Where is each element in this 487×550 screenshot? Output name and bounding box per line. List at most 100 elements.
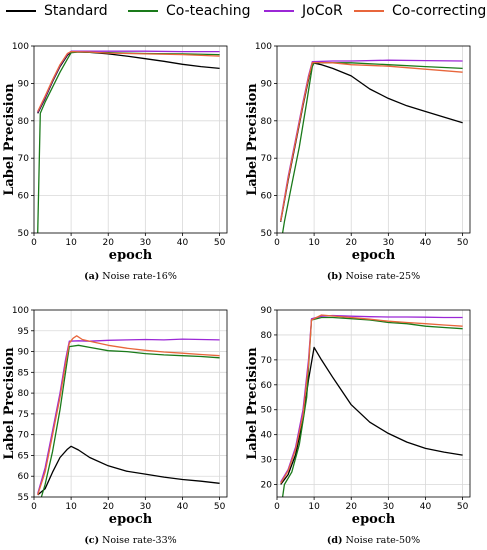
panel-caption: (c) Noise rate-33% — [84, 535, 176, 546]
y-tick-label: 80 — [261, 117, 273, 127]
y-tick-label: 70 — [18, 154, 30, 164]
y-axis-label: Label Precision — [245, 83, 260, 196]
x-tick-label: 50 — [457, 502, 469, 512]
panel-caption-letter: (a) — [84, 271, 99, 282]
y-tick-label: 90 — [18, 348, 30, 358]
legend-item-co-correcting: Co-correcting — [354, 2, 486, 20]
y-tick-label: 50 — [261, 406, 273, 416]
series-line-co-teaching — [37, 51, 220, 234]
y-tick-label: 60 — [18, 472, 30, 482]
panel-caption-letter: (b) — [327, 271, 343, 282]
x-tick-label: 20 — [346, 238, 358, 248]
y-tick-label: 90 — [18, 79, 30, 89]
plot-frame — [276, 309, 471, 498]
legend-item-standard: Standard — [6, 2, 108, 20]
legend-swatch-co-correcting — [354, 10, 384, 12]
x-tick-label: 40 — [177, 238, 189, 248]
legend-swatch-standard — [6, 10, 36, 12]
y-axis-label: Label Precision — [245, 347, 260, 460]
x-tick-label: 20 — [103, 238, 115, 248]
y-tick-label: 70 — [18, 431, 30, 441]
legend-label-co-teaching: Co-teaching — [166, 3, 251, 19]
x-axis-label: epoch — [109, 512, 153, 527]
x-tick-label: 0 — [274, 502, 280, 512]
y-tick-label: 90 — [261, 306, 273, 316]
chart-panel-b: 0 10 20 30 40 50 50 60 70 80 90 100 epoch Label Preci… — [245, 42, 471, 282]
panel-caption: (a) Noise rate-16% — [84, 271, 177, 282]
y-tick-label: 60 — [261, 381, 273, 391]
x-tick-label: 50 — [214, 502, 226, 512]
plot-frame — [33, 309, 228, 498]
y-tick-label: 60 — [261, 192, 273, 202]
legend-item-co-teaching: Co-teaching — [128, 2, 251, 20]
y-tick-label: 85 — [18, 368, 29, 378]
x-tick-label: 0 — [31, 502, 37, 512]
y-tick-label: 50 — [261, 229, 273, 239]
chart-panel-a: 0 10 20 30 40 50 50 60 70 80 90 100 epoch Label Preci… — [2, 42, 228, 282]
y-tick-label: 55 — [18, 493, 29, 503]
x-tick-label: 30 — [140, 238, 152, 248]
x-tick-label: 40 — [177, 502, 189, 512]
series-line-standard — [37, 51, 220, 114]
y-tick-label: 50 — [18, 229, 30, 239]
legend-swatch-jocor — [264, 10, 294, 12]
panel-caption-letter: (c) — [84, 535, 99, 546]
legend-label-standard: Standard — [44, 3, 108, 19]
series-line-co-teaching — [281, 316, 463, 498]
series-line-co-correcting — [37, 335, 220, 496]
x-tick-label: 50 — [457, 238, 469, 248]
x-axis-label: epoch — [109, 248, 153, 263]
legend-item-jocor: JoCoR — [264, 2, 343, 20]
y-tick-label: 70 — [261, 356, 273, 366]
series-line-jocor — [37, 50, 220, 113]
y-tick-label: 100 — [12, 306, 29, 316]
y-tick-label: 40 — [261, 431, 273, 441]
series-line-co-teaching — [40, 344, 220, 498]
x-tick-label: 40 — [420, 502, 432, 512]
x-tick-label: 10 — [65, 502, 77, 512]
x-tick-label: 10 — [65, 238, 77, 248]
legend-label-co-correcting: Co-correcting — [392, 3, 487, 19]
y-tick-label: 30 — [261, 456, 273, 466]
y-tick-label: 20 — [261, 481, 273, 491]
panel-caption-text: Noise rate-33% — [99, 535, 177, 546]
y-axis-label: Label Precision — [2, 347, 17, 460]
y-tick-label: 80 — [261, 331, 273, 341]
x-tick-label: 40 — [420, 238, 432, 248]
legend: Standard Co-teaching JoCoR Co-correcting — [0, 0, 487, 22]
series-line-co-correcting — [280, 314, 463, 484]
series-line-standard — [280, 62, 463, 222]
plot-frame — [276, 45, 471, 234]
y-tick-label: 100 — [12, 42, 29, 52]
x-axis-label: epoch — [352, 512, 396, 527]
series-line-standard — [37, 445, 220, 496]
panel-caption: (d) Noise rate-50% — [327, 535, 420, 546]
series-line-standard — [280, 346, 463, 485]
panel-caption-letter: (d) — [327, 535, 343, 546]
y-tick-label: 95 — [18, 327, 29, 337]
x-tick-label: 0 — [31, 238, 37, 248]
x-tick-label: 30 — [383, 238, 395, 248]
panel-caption: (b) Noise rate-25% — [327, 271, 420, 282]
series-line-co-correcting — [37, 50, 220, 112]
legend-label-jocor: JoCoR — [302, 3, 343, 19]
panel-caption-text: Noise rate-50% — [343, 535, 421, 546]
x-axis-label: epoch — [352, 248, 396, 263]
x-tick-label: 50 — [214, 238, 226, 248]
y-tick-label: 80 — [18, 389, 30, 399]
legend-swatch-co-teaching — [128, 10, 158, 12]
series-line-jocor — [37, 338, 220, 494]
y-tick-label: 75 — [18, 410, 29, 420]
y-tick-label: 65 — [18, 451, 29, 461]
y-tick-label: 70 — [261, 154, 273, 164]
x-tick-label: 10 — [308, 238, 320, 248]
panel-caption-text: Noise rate-16% — [99, 271, 177, 282]
x-tick-label: 20 — [103, 502, 115, 512]
plot-frame — [33, 45, 228, 234]
y-tick-label: 60 — [18, 192, 30, 202]
x-tick-label: 30 — [140, 502, 152, 512]
chart-panel-c: 0 10 20 30 40 50 55 60 65 70 75 80 85 90 95 100 epoch Lab… — [2, 306, 228, 546]
series-line-co-teaching — [281, 62, 463, 234]
x-tick-label: 20 — [346, 502, 358, 512]
x-tick-label: 10 — [308, 502, 320, 512]
